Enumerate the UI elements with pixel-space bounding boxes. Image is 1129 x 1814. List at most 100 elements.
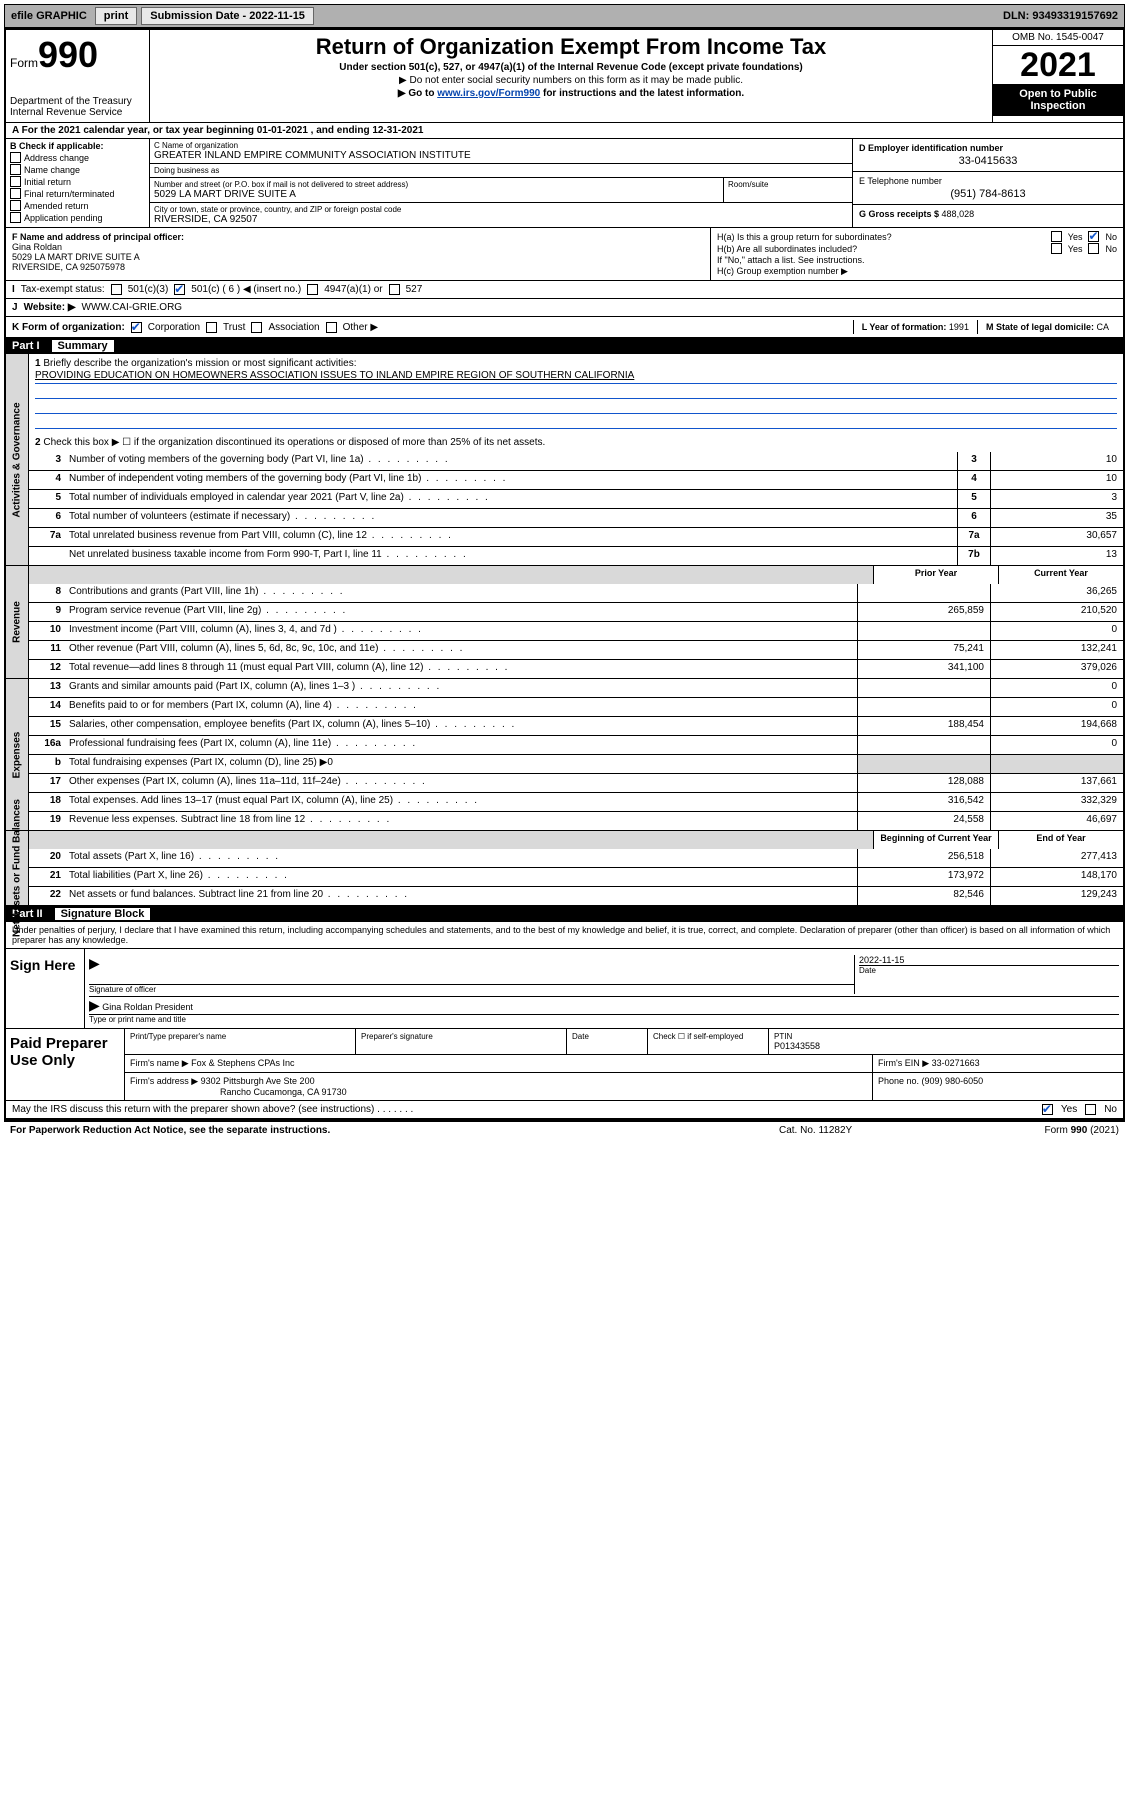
label-other: Other ▶ [343,322,378,333]
governance-rows: 1 Briefly describe the organization's mi… [29,354,1123,565]
preparer-row-3: Firm's address ▶ 9302 Pittsburgh Ave Ste… [125,1073,1123,1100]
cb-name-change[interactable]: Name change [10,164,145,175]
blank-underline [35,399,1117,414]
preparer-sig-cell: Preparer's signature [356,1029,567,1054]
cb-initial-return[interactable]: Initial return [10,176,145,187]
line-num: 17 [29,774,65,792]
footer-form: Form 990 (2021) [979,1125,1119,1136]
m-value: CA [1096,322,1109,332]
hb-note: If "No," attach a list. See instructions… [717,255,1117,265]
checkbox-icon[interactable] [10,164,21,175]
summary-line: 8Contributions and grants (Part VIII, li… [29,584,1123,602]
col-b-checkboxes: B Check if applicable: Address change Na… [6,139,150,227]
sig-officer-cell: Signature of officer [89,955,854,994]
yes-label: Yes [1068,244,1083,254]
line-desc: Salaries, other compensation, employee b… [65,717,857,735]
firm-name-cell: Firm's name ▶ Fox & Stephens CPAs Inc [125,1055,873,1072]
prior-val: 24,558 [857,812,990,830]
city-label: City or town, state or province, country… [154,205,848,214]
summary-line: 22Net assets or fund balances. Subtract … [29,886,1123,905]
footer-catno: Cat. No. 11282Y [779,1125,979,1136]
line-num: 5 [29,490,65,508]
cb-501c[interactable] [174,284,185,295]
checkbox-icon[interactable] [10,212,21,223]
sign-here-row: Sign Here Signature of officer 2022-11-1… [6,949,1123,1029]
ha-line: H(a) Is this a group return for subordin… [717,231,1117,242]
cb-assoc[interactable] [251,322,262,333]
checkbox-icon[interactable] [10,200,21,211]
label-501c3: 501(c)(3) [128,284,169,295]
ha-no-checkbox[interactable] [1088,231,1099,242]
cb-address-change[interactable]: Address change [10,152,145,163]
cb-trust[interactable] [206,322,217,333]
entity-block: B Check if applicable: Address change Na… [6,139,1123,228]
k-label: K Form of organization: [12,322,125,333]
sig-date-value: 2022-11-15 [859,955,1119,965]
line-a-text: For the 2021 calendar year, or tax year … [22,125,424,136]
revenue-rows: Prior Year Current Year 8Contributions a… [29,566,1123,678]
prior-val [857,584,990,602]
sig-officer-line: Signature of officer 2022-11-15 Date [89,953,1119,997]
line-num: 13 [29,679,65,697]
line-desc: Grants and similar amounts paid (Part IX… [65,679,857,697]
mission-text-row: PROVIDING EDUCATION ON HOMEOWNERS ASSOCI… [35,369,1117,384]
form-990-container: Form990 Department of the Treasury Inter… [4,28,1125,1122]
line-num: 11 [29,641,65,659]
vtab-governance: Activities & Governance [6,354,29,565]
fh-block: F Name and address of principal officer:… [6,228,1123,281]
firm-addr-label: Firm's address ▶ [130,1076,201,1086]
summary-line: 7aTotal unrelated business revenue from … [29,527,1123,546]
cb-application-pending[interactable]: Application pending [10,212,145,223]
open-to-public: Open to Public Inspection [993,84,1123,116]
hb-yes-checkbox[interactable] [1051,243,1062,254]
line-desc: Number of voting members of the governin… [65,452,957,470]
discuss-yes-checkbox[interactable] [1042,1104,1053,1115]
sig-name-line: Gina Roldan President Type or print name… [89,997,1119,1024]
line-desc: Total number of volunteers (estimate if … [65,509,957,527]
cb-amended-return[interactable]: Amended return [10,200,145,211]
hb-label: H(b) Are all subordinates included? [717,244,857,254]
cb-527[interactable] [389,284,400,295]
part-2-header: Part II Signature Block [6,906,1123,922]
line-val: 10 [990,471,1123,489]
tax-year: 2021 [993,46,1123,84]
checkbox-icon[interactable] [10,176,21,187]
curr-val: 194,668 [990,717,1123,735]
form-header: Form990 Department of the Treasury Inter… [6,30,1123,123]
print-button[interactable]: print [95,7,137,25]
summary-line: 14Benefits paid to or for members (Part … [29,697,1123,716]
prior-val [857,736,990,754]
ha-yes-checkbox[interactable] [1051,231,1062,242]
line-num: 9 [29,603,65,621]
prior-val: 256,518 [857,849,990,867]
part-2-title: Signature Block [55,908,151,920]
firm-phone-cell: Phone no. (909) 980-6050 [873,1073,1123,1100]
cb-corp[interactable] [131,322,142,333]
hb-no-checkbox[interactable] [1088,243,1099,254]
street-cell: Number and street (or P.O. box if mail i… [150,178,724,202]
mission-text: PROVIDING EDUCATION ON HOMEOWNERS ASSOCI… [35,370,634,381]
no-label: No [1104,1104,1117,1115]
cb-final-return[interactable]: Final return/terminated [10,188,145,199]
preparer-date-label: Date [572,1032,642,1041]
checkbox-icon[interactable] [10,152,21,163]
firm-name-label: Firm's name ▶ [130,1058,191,1068]
irs-link[interactable]: www.irs.gov/Form990 [437,88,540,99]
prior-val: 188,454 [857,717,990,735]
cb-501c3[interactable] [111,284,122,295]
curr-val: 332,329 [990,793,1123,811]
label-4947: 4947(a)(1) or [324,284,382,295]
line-num: 15 [29,717,65,735]
cb-4947[interactable] [307,284,318,295]
summary-line: 18Total expenses. Add lines 13–17 (must … [29,792,1123,811]
submission-date-button[interactable]: Submission Date - 2022-11-15 [141,7,314,25]
ptin-cell: PTINP01343558 [769,1029,1123,1054]
street-label: Number and street (or P.O. box if mail i… [154,180,719,189]
checkbox-icon[interactable] [10,188,21,199]
vtab-label: Activities & Governance [12,402,23,517]
prior-val: 265,859 [857,603,990,621]
line-1-label: Briefly describe the organization's miss… [43,358,356,369]
discuss-no-checkbox[interactable] [1085,1104,1096,1115]
hc-line: H(c) Group exemption number ▶ [717,266,1117,277]
cb-other[interactable] [326,322,337,333]
